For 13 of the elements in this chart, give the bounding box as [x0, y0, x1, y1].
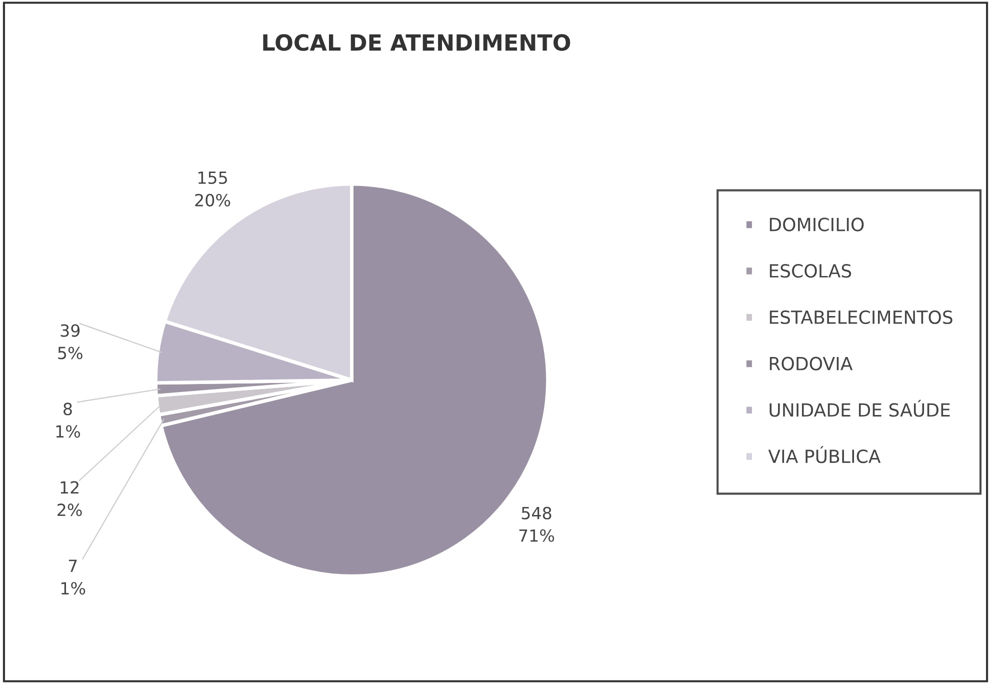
legend-label: UNIDADE DE SAÚDE: [770, 400, 950, 417]
chart-title: LOCAL DE ATENDIMENTO: [263, 34, 570, 51]
data-label: 8 1%: [56, 402, 80, 438]
data-label: 548 71%: [519, 506, 554, 542]
legend-label: ESCOLAS: [770, 264, 852, 278]
data-label: 7 1%: [61, 560, 86, 595]
data-label: 39 5%: [58, 324, 82, 360]
legend-label: RODOVIA: [770, 356, 853, 370]
data-label: 155 20%: [195, 172, 230, 206]
legend-label: DOMICILIO: [770, 218, 864, 232]
legend-label: ESTABELECIMENTOS: [770, 310, 952, 324]
data-label: 12 2%: [58, 481, 82, 516]
legend-label: VIA PÚBLICA: [768, 446, 881, 464]
